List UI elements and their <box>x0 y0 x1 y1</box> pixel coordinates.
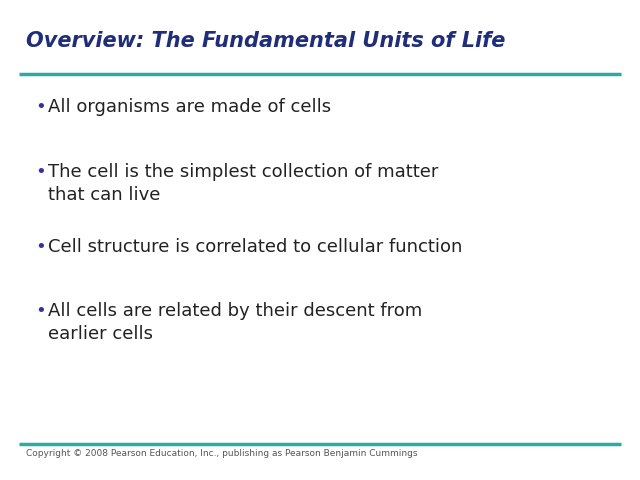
Text: •: • <box>35 163 46 181</box>
Text: The cell is the simplest collection of matter
that can live: The cell is the simplest collection of m… <box>48 163 438 204</box>
Text: Cell structure is correlated to cellular function: Cell structure is correlated to cellular… <box>48 238 462 255</box>
Text: •: • <box>35 98 46 116</box>
Text: Overview: The Fundamental Units of Life: Overview: The Fundamental Units of Life <box>26 31 505 51</box>
Text: •: • <box>35 302 46 321</box>
Text: All cells are related by their descent from
earlier cells: All cells are related by their descent f… <box>48 302 422 343</box>
Text: All organisms are made of cells: All organisms are made of cells <box>48 98 331 116</box>
Text: Copyright © 2008 Pearson Education, Inc., publishing as Pearson Benjamin Cumming: Copyright © 2008 Pearson Education, Inc.… <box>26 449 417 458</box>
Text: •: • <box>35 238 46 255</box>
